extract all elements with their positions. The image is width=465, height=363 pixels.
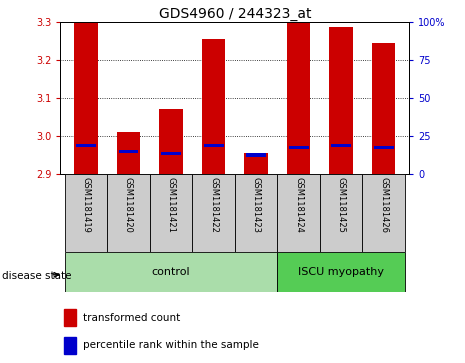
Bar <box>161 152 181 155</box>
Bar <box>64 337 76 354</box>
Bar <box>331 144 351 147</box>
Bar <box>74 22 98 174</box>
Text: ISCU myopathy: ISCU myopathy <box>298 267 384 277</box>
Bar <box>65 252 277 292</box>
Bar <box>76 144 96 147</box>
Bar <box>277 174 320 252</box>
Bar <box>246 154 266 157</box>
Bar <box>277 252 405 292</box>
Title: GDS4960 / 244323_at: GDS4960 / 244323_at <box>159 7 311 21</box>
Text: transformed count: transformed count <box>83 313 180 323</box>
Bar <box>65 174 107 252</box>
Bar <box>245 153 268 174</box>
Bar <box>193 174 235 252</box>
Bar <box>119 150 139 153</box>
Text: GSM1181419: GSM1181419 <box>81 178 91 233</box>
Bar <box>330 28 353 174</box>
Text: GSM1181426: GSM1181426 <box>379 178 388 233</box>
Bar <box>117 132 140 174</box>
Bar <box>204 144 224 147</box>
Bar <box>287 22 310 174</box>
Bar <box>235 174 277 252</box>
Bar <box>320 174 362 252</box>
Text: GSM1181420: GSM1181420 <box>124 178 133 233</box>
Bar <box>289 146 309 149</box>
Bar <box>202 39 225 174</box>
Text: disease state: disease state <box>2 271 72 281</box>
Bar <box>159 110 183 174</box>
Text: GSM1181422: GSM1181422 <box>209 178 218 233</box>
Bar <box>107 174 150 252</box>
Bar <box>372 43 395 174</box>
Text: control: control <box>152 267 190 277</box>
Text: GSM1181423: GSM1181423 <box>252 178 260 233</box>
Bar <box>64 309 76 326</box>
Text: GSM1181421: GSM1181421 <box>166 178 175 233</box>
Text: GSM1181424: GSM1181424 <box>294 178 303 233</box>
Bar <box>374 146 394 149</box>
Text: GSM1181425: GSM1181425 <box>337 178 345 233</box>
Bar <box>150 174 193 252</box>
Text: percentile rank within the sample: percentile rank within the sample <box>83 340 259 350</box>
Bar <box>362 174 405 252</box>
